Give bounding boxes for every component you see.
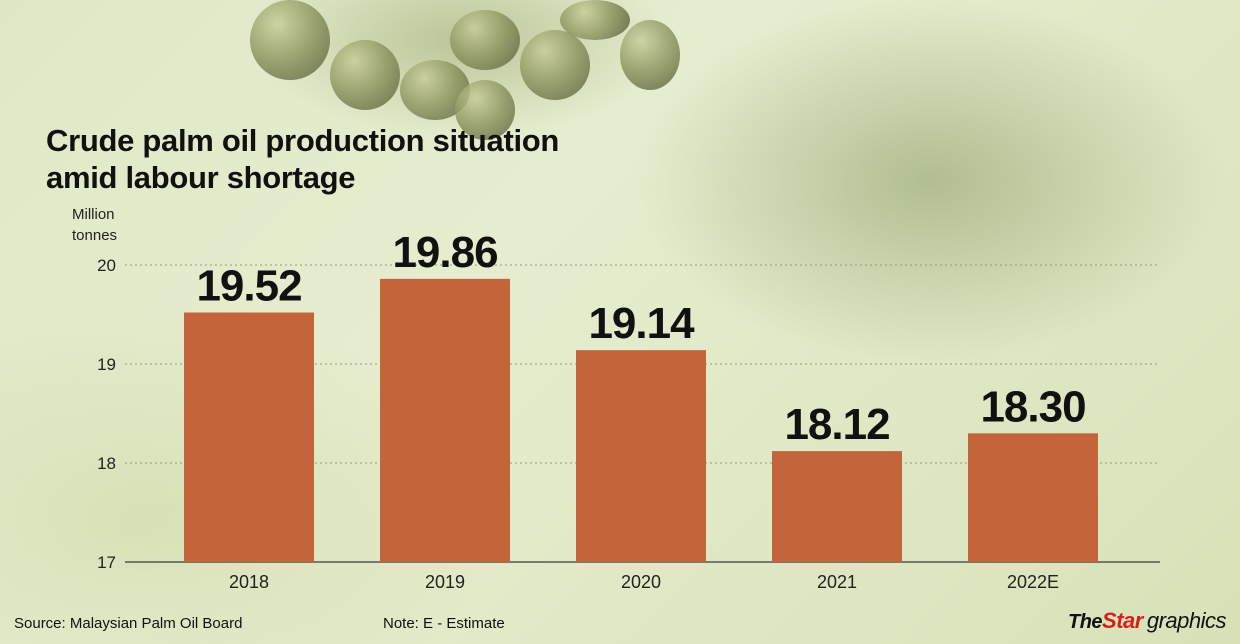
value-label: 18.12 — [784, 400, 889, 449]
bar — [380, 278, 510, 562]
x-tick-label: 2020 — [621, 572, 661, 592]
logo-star: Star — [1102, 608, 1143, 633]
y-tick-label: 18 — [97, 454, 116, 473]
palm-fruit-icon — [330, 40, 400, 110]
chart-title: Crude palm oil production situation amid… — [46, 123, 560, 195]
value-label: 19.86 — [392, 228, 497, 277]
palm-fruit-icon — [620, 20, 680, 90]
value-label: 18.30 — [980, 382, 1085, 431]
y-axis-unit-label: Million tonnes — [72, 206, 118, 244]
bar — [576, 350, 706, 562]
y-tick-label: 20 — [97, 256, 116, 275]
palm-fruit-icon — [520, 30, 590, 100]
palm-fruit-icon — [455, 80, 515, 140]
logo-graphics: graphics — [1146, 608, 1227, 633]
x-tick-label: 2022E — [1007, 572, 1059, 592]
x-tick-label: 2021 — [817, 572, 857, 592]
logo-the: The — [1067, 611, 1103, 633]
thestar-logo: TheStar graphics — [1067, 608, 1227, 634]
y-tick-label: 19 — [97, 355, 116, 374]
bar — [184, 312, 314, 562]
palm-fruit-icon — [450, 10, 520, 70]
x-tick-label: 2019 — [425, 572, 465, 592]
y-tick-label: 17 — [97, 553, 116, 572]
value-label: 19.52 — [196, 262, 301, 311]
x-tick-label: 2018 — [229, 572, 269, 592]
value-label: 19.14 — [588, 299, 695, 348]
bar — [772, 451, 902, 562]
bar — [968, 433, 1098, 562]
palm-fruit-icon — [560, 0, 630, 40]
note-text: Note: E - Estimate — [383, 615, 505, 632]
source-text: Source: Malaysian Palm Oil Board — [14, 615, 243, 632]
palm-fruit-icon — [250, 0, 330, 80]
